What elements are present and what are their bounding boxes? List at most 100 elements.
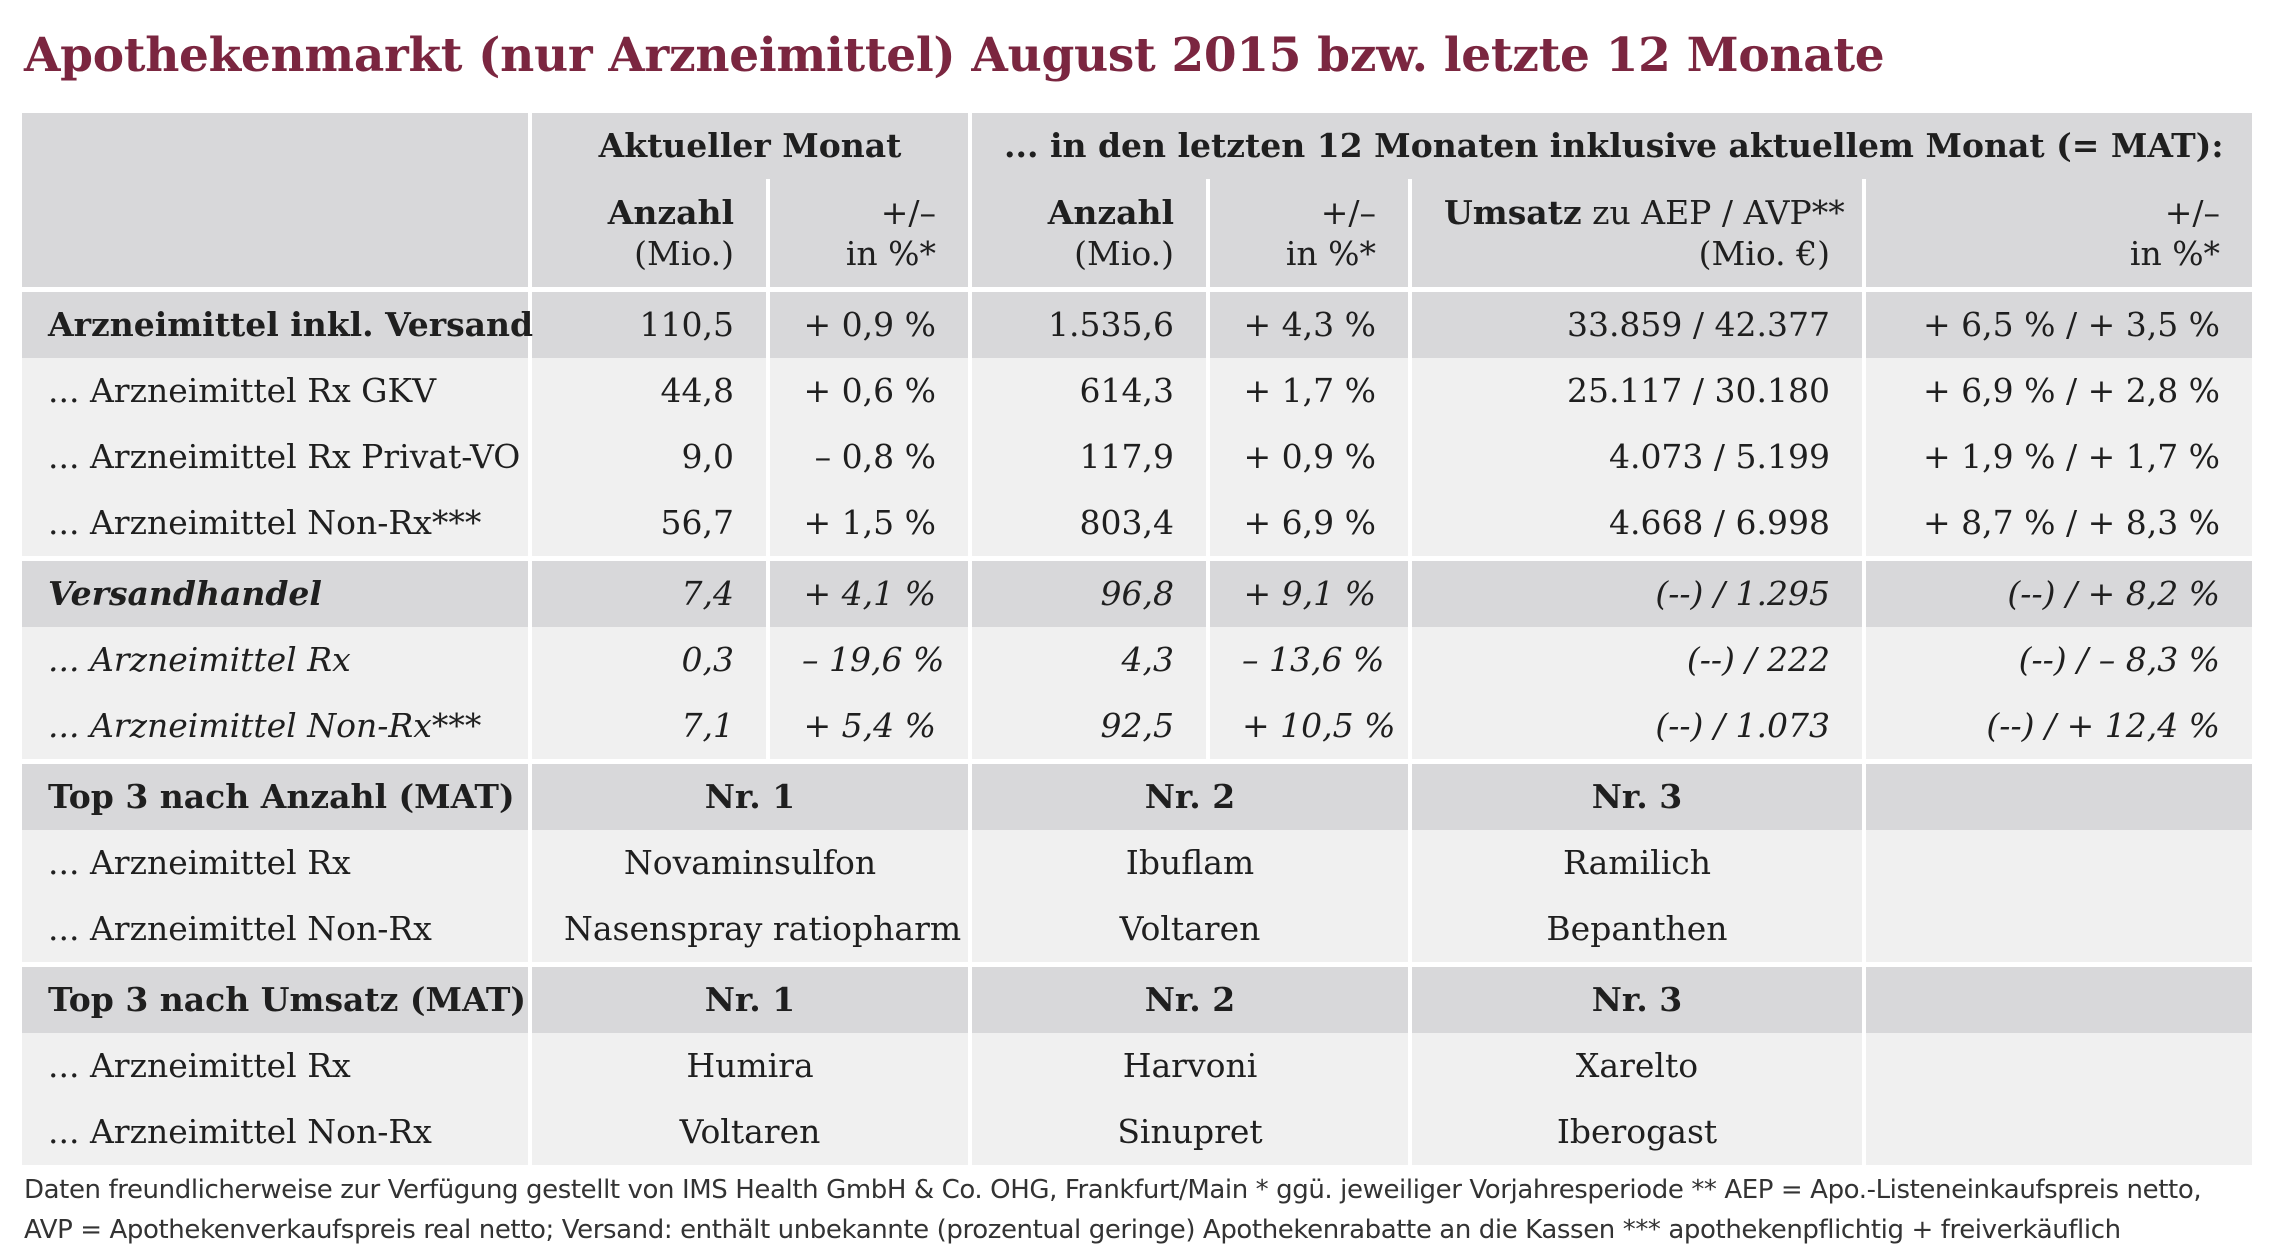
- table-row: ... Arzneimittel Rx Privat-VO 9,0 – 0,8 …: [22, 424, 2253, 490]
- cell-pm-umsatz: (--) / – 8,3 %: [1861, 627, 2253, 693]
- header-umsatz-rest: zu AEP / AVP**: [1581, 192, 1845, 232]
- table-row: ... Arzneimittel Rx Humira Harvoni Xarel…: [22, 1033, 2253, 1099]
- cell-pm-mat: + 1,7 %: [1206, 358, 1412, 424]
- rank-1-value: Voltaren: [528, 1099, 972, 1165]
- row-label: ... Arzneimittel Non-Rx***: [22, 693, 532, 762]
- header-anzahl-unit: (Mio.): [634, 234, 734, 273]
- cell-anzahl-mat: 92,5: [968, 693, 1210, 762]
- header-umsatz-label: Umsatz zu AEP / AVP**: [1444, 192, 1845, 233]
- cell-anzahl-month: 44,8: [528, 358, 770, 424]
- header-anzahl-unit: (Mio.): [1074, 234, 1174, 273]
- header-row-group: Aktueller Monat ... in den letzten 12 Mo…: [22, 113, 2253, 179]
- cell-pm-month: + 0,6 %: [766, 358, 972, 424]
- cell-anzahl-month: 9,0: [528, 424, 770, 490]
- cell-pm-mat: + 4,3 %: [1206, 287, 1412, 358]
- rank-3-value: Xarelto: [1408, 1033, 1866, 1099]
- cell-umsatz: (--) / 1.073: [1408, 693, 1866, 762]
- footnote-line-2: AVP = Apothekenverkaufspreis real netto;…: [24, 1215, 2121, 1245]
- header-pm-unit: in %*: [845, 234, 936, 273]
- cell-pm-month: + 0,9 %: [766, 287, 972, 358]
- table-row: Arzneimittel inkl. Versand 110,5 + 0,9 %…: [22, 287, 2253, 358]
- empty-cell: [1861, 759, 2253, 830]
- header-pm-label: +/–: [880, 192, 936, 232]
- row-label: ... Arzneimittel Non-Rx: [22, 896, 532, 965]
- header-pm-mat: +/– in %*: [1206, 179, 1412, 290]
- top-umsatz-header-row: Top 3 nach Umsatz (MAT) Nr. 1 Nr. 2 Nr. …: [22, 962, 2253, 1033]
- cell-anzahl-mat: 803,4: [968, 490, 1210, 559]
- header-anzahl-label: Anzahl: [1047, 192, 1174, 232]
- table-row: ... Arzneimittel Non-Rx*** 56,7 + 1,5 % …: [22, 490, 2253, 559]
- rank-3-value: Bepanthen: [1408, 896, 1866, 965]
- cell-pm-month: + 5,4 %: [766, 693, 972, 762]
- rank-1-label: Nr. 1: [528, 759, 972, 830]
- header-empty-cell: [22, 113, 532, 179]
- page-title: Apothekenmarkt (nur Arzneimittel) August…: [24, 28, 1885, 83]
- header-pm-umsatz: +/– in %*: [1861, 179, 2253, 290]
- cell-pm-month: + 4,1 %: [766, 556, 972, 627]
- header-umsatz: Umsatz zu AEP / AVP** (Mio. €): [1408, 179, 1866, 290]
- row-label: Arzneimittel inkl. Versand: [22, 287, 533, 358]
- cell-anzahl-mat: 117,9: [968, 424, 1210, 490]
- cell-anzahl-mat: 1.535,6: [968, 287, 1210, 358]
- top-anzahl-label: Top 3 nach Anzahl (MAT): [22, 759, 532, 830]
- rank-3-label: Nr. 3: [1408, 759, 1866, 830]
- cell-anzahl-month: 110,5: [528, 287, 770, 358]
- row-label: ... Arzneimittel Rx: [22, 830, 532, 896]
- rank-3-value: Ramilich: [1408, 830, 1866, 896]
- row-label: ... Arzneimittel Rx Privat-VO: [22, 424, 532, 490]
- empty-cell: [1861, 962, 2253, 1033]
- header-current-month: Aktueller Monat: [528, 113, 972, 179]
- cell-pm-umsatz: + 1,9 % / + 1,7 %: [1861, 424, 2253, 490]
- row-label: ... Arzneimittel Rx: [22, 1033, 532, 1099]
- cell-pm-month: + 1,5 %: [766, 490, 972, 559]
- top-umsatz-label: Top 3 nach Umsatz (MAT): [22, 962, 532, 1033]
- cell-anzahl-mat: 4,3: [968, 627, 1210, 693]
- empty-cell: [1861, 896, 2253, 965]
- header-row-columns: Anzahl (Mio.) +/– in %* Anzahl (Mio.) +/…: [22, 179, 2253, 290]
- header-umsatz-bold: Umsatz: [1444, 192, 1582, 232]
- rank-3-value: Iberogast: [1408, 1099, 1866, 1165]
- header-pm-month: +/– in %*: [766, 179, 972, 290]
- table-row: ... Arzneimittel Rx 0,3 – 19,6 % 4,3 – 1…: [22, 627, 2253, 693]
- rank-2-value: Voltaren: [968, 896, 1412, 965]
- row-label: Versandhandel: [22, 556, 532, 627]
- cell-pm-umsatz: (--) / + 12,4 %: [1861, 693, 2253, 762]
- header-mat: ... in den letzten 12 Monaten inklusive …: [967, 113, 2253, 179]
- cell-pm-month: – 0,8 %: [766, 424, 972, 490]
- cell-umsatz: 4.073 / 5.199: [1408, 424, 1866, 490]
- rank-1-value: Humira: [528, 1033, 972, 1099]
- row-label: ... Arzneimittel Rx GKV: [22, 358, 532, 424]
- table-row: ... Arzneimittel Non-Rx Voltaren Sinupre…: [22, 1099, 2253, 1165]
- cell-pm-mat: + 10,5 %: [1206, 693, 1412, 762]
- rank-2-label: Nr. 2: [968, 759, 1412, 830]
- rank-1-value: Nasenspray ratiopharm: [528, 896, 972, 965]
- rank-1-value: Novaminsulfon: [528, 830, 972, 896]
- cell-pm-mat: – 13,6 %: [1206, 627, 1412, 693]
- table-row: ... Arzneimittel Non-Rx Nasenspray ratio…: [22, 896, 2253, 965]
- footnote-line-1: Daten freundlicherweise zur Verfügung ge…: [24, 1175, 2202, 1205]
- cell-anzahl-month: 7,4: [528, 556, 770, 627]
- cell-pm-month: – 19,6 %: [766, 627, 972, 693]
- header-empty-cell: [22, 179, 532, 290]
- table-row: ... Arzneimittel Rx Novaminsulfon Ibufla…: [22, 830, 2253, 896]
- cell-pm-umsatz: + 8,7 % / + 8,3 %: [1861, 490, 2253, 559]
- cell-anzahl-month: 7,1: [528, 693, 770, 762]
- footnote: Daten freundlicherweise zur Verfügung ge…: [24, 1170, 2264, 1250]
- table-row: ... Arzneimittel Non-Rx*** 7,1 + 5,4 % 9…: [22, 693, 2253, 762]
- empty-cell: [1861, 1099, 2253, 1165]
- cell-pm-mat: + 9,1 %: [1206, 556, 1412, 627]
- header-pm-label: +/–: [1320, 192, 1376, 232]
- cell-anzahl-mat: 96,8: [968, 556, 1210, 627]
- row-label: ... Arzneimittel Non-Rx: [22, 1099, 532, 1165]
- cell-anzahl-month: 56,7: [528, 490, 770, 559]
- header-pm-unit: in %*: [1285, 234, 1376, 273]
- cell-pm-mat: + 6,9 %: [1206, 490, 1412, 559]
- rank-2-label: Nr. 2: [968, 962, 1412, 1033]
- header-anzahl-month: Anzahl (Mio.): [528, 179, 770, 290]
- market-table: Aktueller Monat ... in den letzten 12 Mo…: [22, 113, 2253, 1165]
- header-pm-unit: in %*: [2129, 234, 2221, 273]
- rank-1-label: Nr. 1: [528, 962, 972, 1033]
- rank-2-value: Sinupret: [968, 1099, 1412, 1165]
- cell-pm-umsatz: (--) / + 8,2 %: [1861, 556, 2253, 627]
